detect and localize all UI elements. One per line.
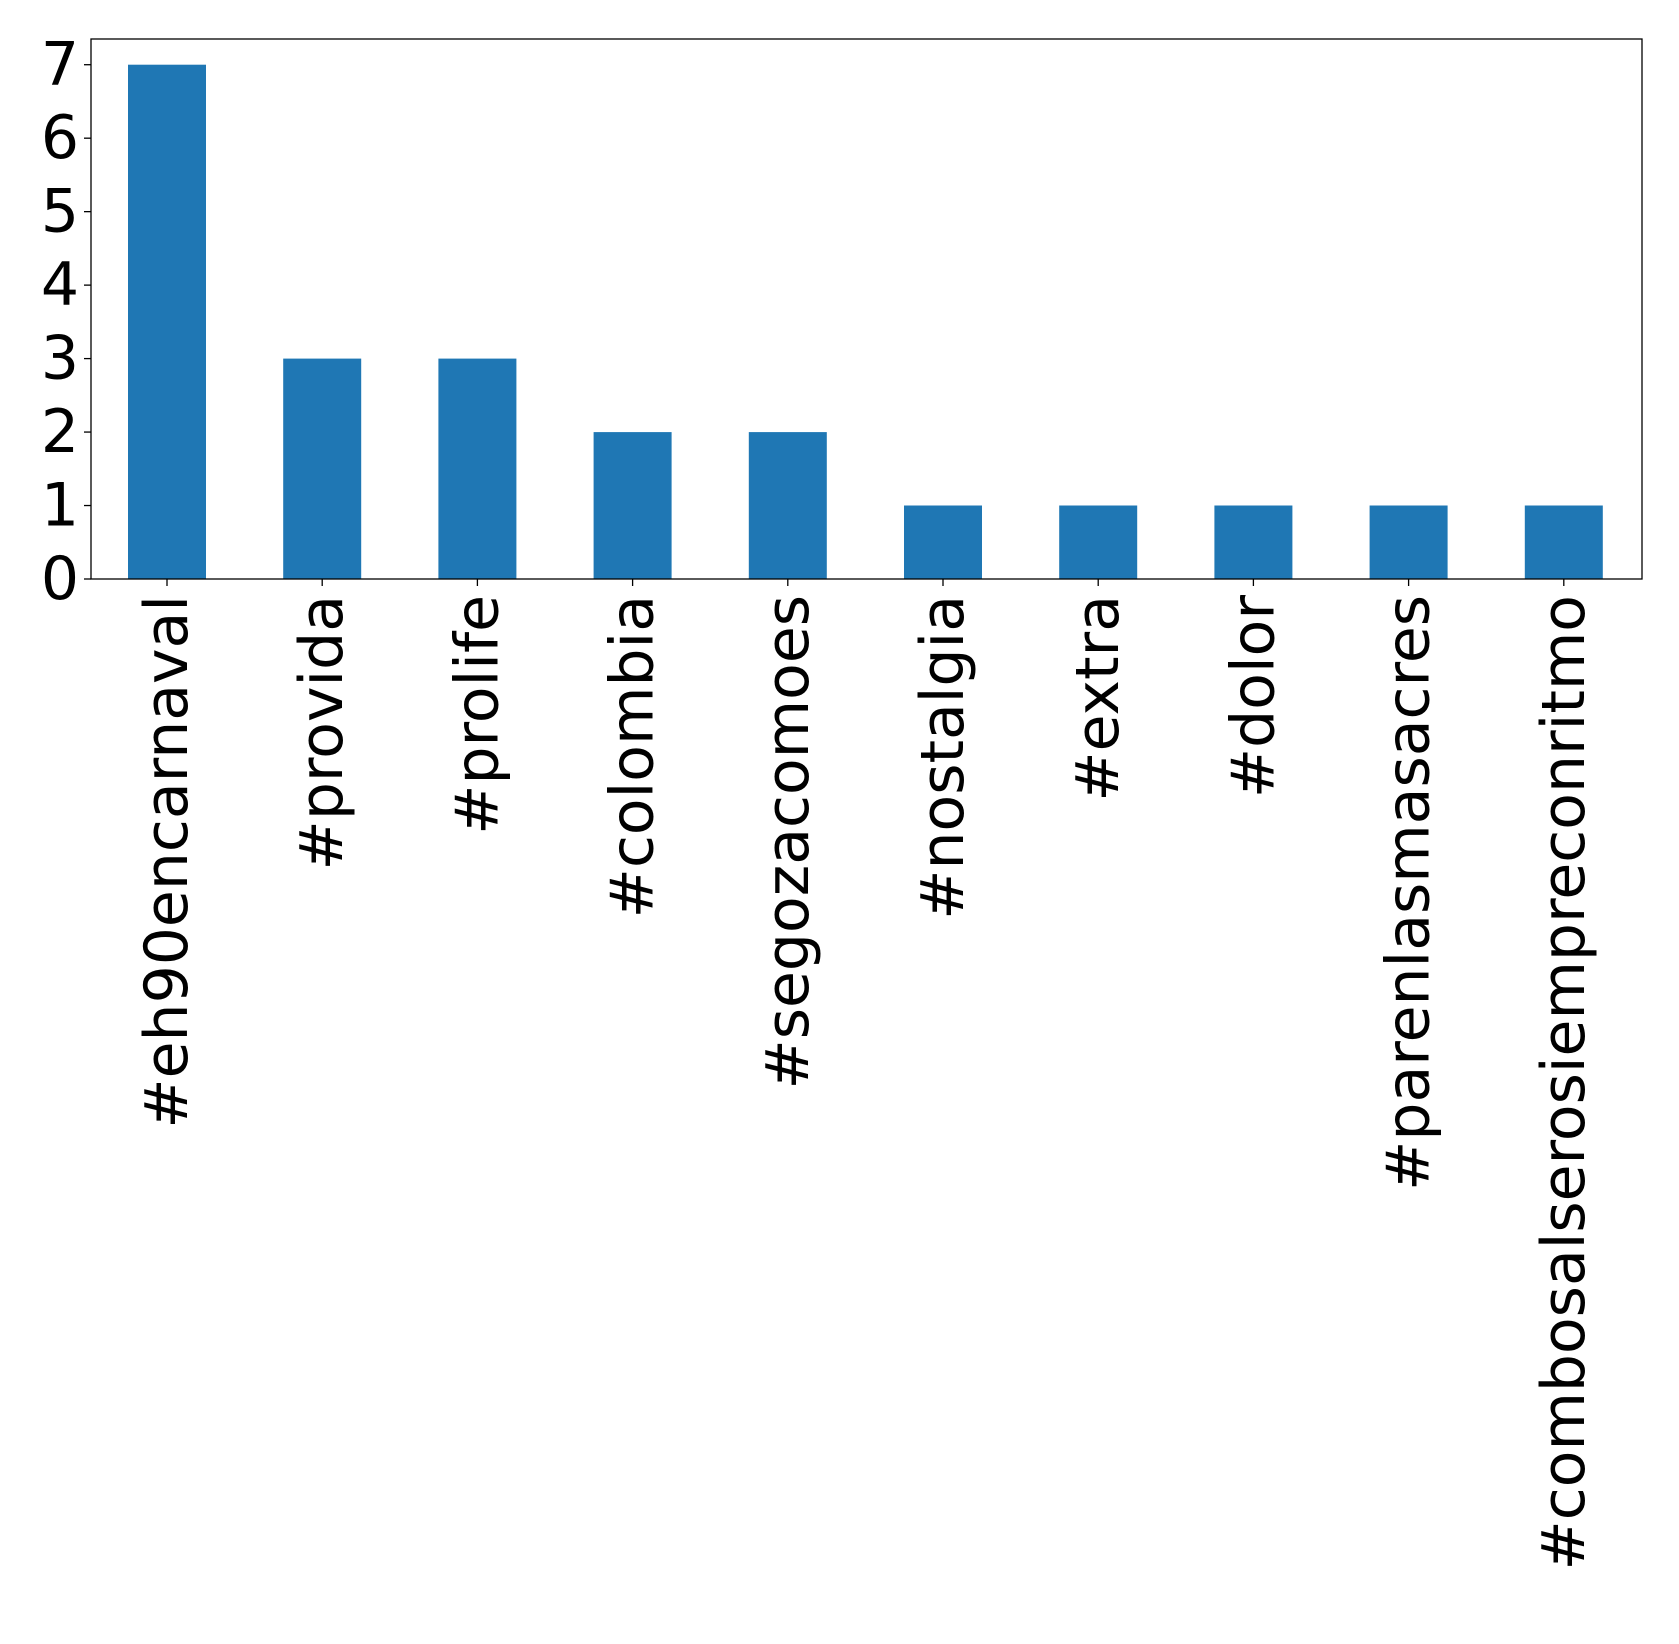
bar-provida: [283, 358, 362, 579]
y-tick-label: 5: [41, 177, 79, 247]
x-tick-label: #segozacomoes: [753, 595, 823, 1090]
y-tick-label: 7: [41, 30, 79, 100]
x-tick-label: #extra: [1063, 595, 1133, 802]
bar-extra: [1059, 505, 1138, 579]
x-tick-label: #combosalserosiempreconritmo: [1529, 595, 1599, 1571]
y-tick-label: 4: [41, 250, 79, 320]
x-tick-label: #eh90encarnaval: [132, 595, 202, 1129]
bar-segozacomoes: [748, 432, 827, 579]
x-axis-ticks: #eh90encarnaval #provida #prolife #colombia…: [132, 579, 1599, 1571]
y-tick-label: 3: [41, 324, 79, 394]
bar-dolor: [1214, 505, 1293, 579]
bar-prolife: [438, 358, 517, 579]
x-tick-label: #colombia: [598, 595, 668, 918]
plot-area-frame: [90, 38, 1643, 580]
x-tick-label: #parenlasmasacres: [1374, 595, 1444, 1191]
bar-parenlasmasacres: [1369, 505, 1448, 579]
y-tick-label: 1: [41, 471, 79, 541]
x-tick-label: #provida: [287, 595, 357, 870]
bar-colombia: [593, 432, 672, 579]
bars-group: [128, 64, 1603, 579]
bar-eh90encarnaval: [128, 64, 206, 579]
y-tick-label: 0: [41, 544, 79, 614]
bar-combosalserosiempreconritmo: [1524, 505, 1603, 579]
x-tick-label: #prolife: [442, 595, 512, 835]
x-tick-label: #nostalgia: [908, 595, 978, 920]
y-tick-label: 2: [41, 397, 79, 467]
x-tick-label: #dolor: [1218, 595, 1288, 798]
y-tick-label: 6: [41, 103, 79, 173]
bar-nostalgia: [904, 505, 982, 579]
